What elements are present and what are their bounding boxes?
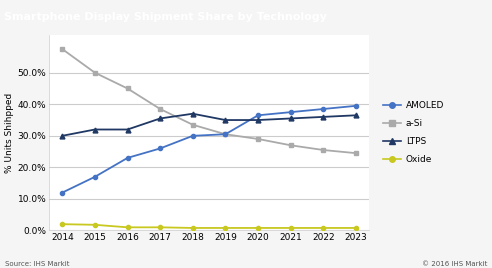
Oxide: [124, 226, 130, 229]
AMOLED: [92, 175, 98, 178]
AMOLED: [222, 133, 228, 136]
AMOLED: [124, 156, 130, 159]
LTPS: [124, 128, 130, 131]
a-Si: [255, 137, 261, 141]
a-Si: [60, 47, 65, 51]
a-Si: [124, 87, 130, 90]
Oxide: [60, 222, 65, 226]
a-Si: [92, 71, 98, 74]
LTPS: [320, 115, 326, 118]
a-Si: [288, 144, 294, 147]
AMOLED: [353, 104, 359, 107]
LTPS: [288, 117, 294, 120]
AMOLED: [288, 110, 294, 114]
Text: © 2016 IHS Markit: © 2016 IHS Markit: [422, 261, 487, 267]
AMOLED: [157, 147, 163, 150]
a-Si: [157, 107, 163, 111]
a-Si: [353, 152, 359, 155]
a-Si: [222, 133, 228, 136]
Text: Source: IHS Markit: Source: IHS Markit: [5, 261, 69, 267]
LTPS: [222, 118, 228, 122]
a-Si: [320, 148, 326, 152]
Oxide: [157, 226, 163, 229]
LTPS: [92, 128, 98, 131]
Oxide: [353, 226, 359, 230]
LTPS: [60, 134, 65, 137]
Oxide: [255, 226, 261, 230]
a-Si: [190, 123, 196, 126]
Oxide: [92, 223, 98, 226]
LTPS: [157, 117, 163, 120]
Oxide: [190, 226, 196, 230]
Oxide: [288, 226, 294, 230]
Line: a-Si: a-Si: [60, 47, 358, 155]
Oxide: [320, 226, 326, 230]
Line: AMOLED: AMOLED: [60, 104, 358, 195]
Legend: AMOLED, a-Si, LTPS, Oxide: AMOLED, a-Si, LTPS, Oxide: [383, 101, 444, 164]
AMOLED: [320, 107, 326, 111]
Text: Smartphone Display Shipment Share by Technology: Smartphone Display Shipment Share by Tec…: [4, 12, 327, 22]
Y-axis label: % Units Shihpped: % Units Shihpped: [4, 92, 13, 173]
LTPS: [255, 118, 261, 122]
AMOLED: [255, 114, 261, 117]
Line: LTPS: LTPS: [60, 111, 358, 138]
LTPS: [190, 112, 196, 115]
AMOLED: [190, 134, 196, 137]
Line: Oxide: Oxide: [60, 222, 358, 230]
AMOLED: [60, 191, 65, 194]
Oxide: [222, 226, 228, 230]
LTPS: [353, 114, 359, 117]
